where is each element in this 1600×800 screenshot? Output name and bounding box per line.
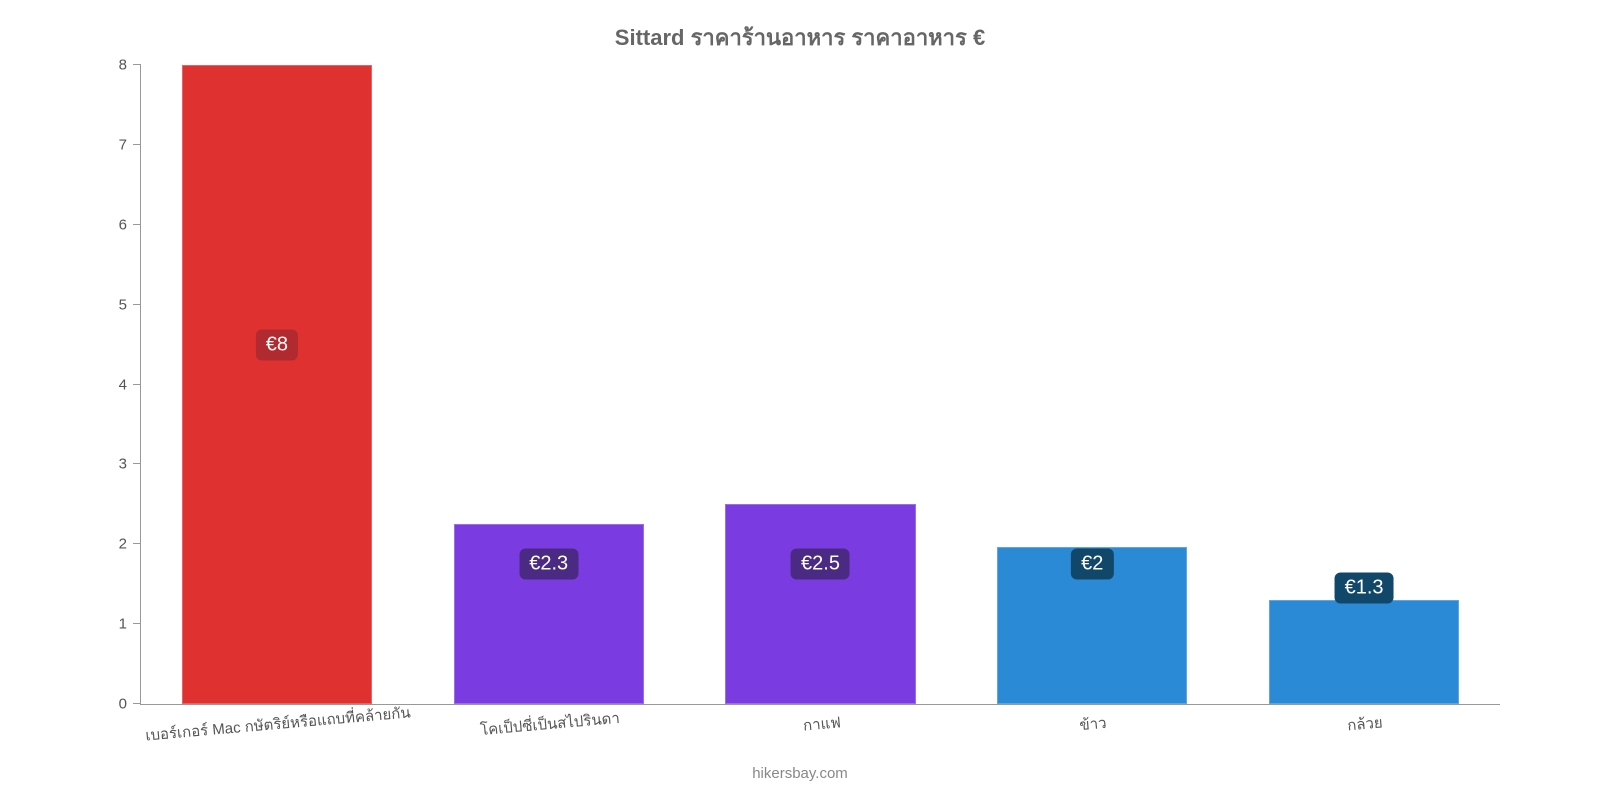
value-badge: €1.3 bbox=[1335, 573, 1394, 604]
y-tick-label: 1 bbox=[119, 616, 141, 633]
x-axis-label: เบอร์เกอร์ Mac กษัตริย์หรือแถบที่คล้ายกั… bbox=[142, 700, 415, 748]
value-badge: €2.5 bbox=[791, 549, 850, 580]
value-badge-wrap: €2.3 bbox=[519, 549, 578, 580]
bar-slot: €2.3 bbox=[413, 65, 685, 704]
bar bbox=[725, 504, 915, 704]
x-axis-label: โคเป็ปซี่เป็นสไปรินดา bbox=[413, 700, 686, 748]
plot-area: €8€2.3€2.5€2€1.3 เบอร์เกอร์ Mac กษัตริย์… bbox=[140, 65, 1500, 705]
value-badge-wrap: €2 bbox=[1071, 549, 1113, 580]
x-axis-label: ข้าว bbox=[957, 700, 1230, 748]
value-badge: €8 bbox=[256, 329, 298, 360]
bar bbox=[182, 65, 372, 704]
value-badge-wrap: €1.3 bbox=[1335, 573, 1394, 604]
y-tick-label: 5 bbox=[119, 296, 141, 313]
value-badge-wrap: €8 bbox=[256, 329, 298, 360]
value-badge: €2 bbox=[1071, 549, 1113, 580]
y-tick-label: 3 bbox=[119, 456, 141, 473]
bar-slot: €2 bbox=[956, 65, 1228, 704]
y-tick-label: 6 bbox=[119, 216, 141, 233]
x-axis-label: กล้วย bbox=[1229, 700, 1502, 748]
x-axis-labels: เบอร์เกอร์ Mac กษัตริย์หรือแถบที่คล้ายกั… bbox=[141, 712, 1500, 736]
y-tick-label: 0 bbox=[119, 696, 141, 713]
chart-title: Sittard ราคาร้านอาหาร ราคาอาหาร € bbox=[40, 20, 1560, 55]
y-tick-label: 8 bbox=[119, 57, 141, 74]
bar bbox=[1269, 600, 1459, 704]
bar-slot: €8 bbox=[141, 65, 413, 704]
y-tick-label: 2 bbox=[119, 536, 141, 553]
bars-group: €8 €2.3 €2.5 €2 €1.3 bbox=[141, 65, 1500, 704]
value-badge: €2.3 bbox=[519, 549, 578, 580]
x-axis-label: กาแฟ bbox=[685, 700, 958, 748]
value-badge-wrap: €2.5 bbox=[791, 549, 850, 580]
bar-slot: €2.5 bbox=[685, 65, 957, 704]
y-tick-label: 4 bbox=[119, 376, 141, 393]
attribution-text: hikersbay.com bbox=[40, 765, 1560, 782]
y-tick-label: 7 bbox=[119, 136, 141, 153]
chart-container: Sittard ราคาร้านอาหาร ราคาอาหาร € €8 €2.3… bbox=[0, 0, 1600, 800]
bar-slot: €1.3 bbox=[1228, 65, 1500, 704]
